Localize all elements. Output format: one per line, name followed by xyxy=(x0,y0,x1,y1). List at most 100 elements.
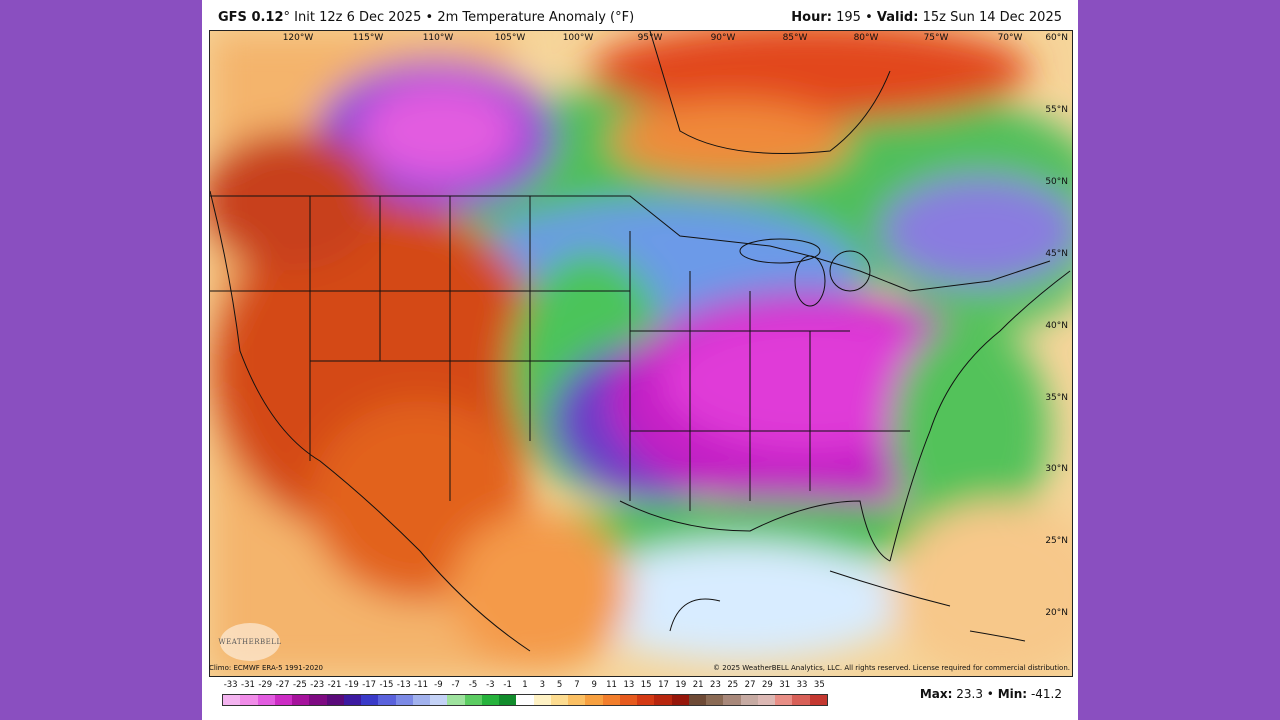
legend-tick-label: -29 xyxy=(258,680,273,690)
map-card: GFS 0.12° Init 12z 6 Dec 2025 • 2m Tempe… xyxy=(202,0,1078,720)
legend-swatch xyxy=(499,695,517,705)
legend-tick-label: -33 xyxy=(223,680,238,690)
legend-tick-label: 27 xyxy=(744,680,756,690)
latitude-label: 30°N xyxy=(1045,464,1068,474)
legend-tick-label: 35 xyxy=(813,680,825,690)
legend-tick-label: 33 xyxy=(796,680,808,690)
legend-swatch xyxy=(343,695,361,705)
legend-tick-label: -1 xyxy=(503,680,512,690)
legend-tick-label: -15 xyxy=(379,680,394,690)
legend-tick-label: -23 xyxy=(310,680,325,690)
legend-swatch xyxy=(792,695,810,705)
longitude-labels: 120°W 115°W 110°W 105°W 100°W 95°W 90°W 85°W 80°… xyxy=(283,33,1023,43)
legend-tick-label: -25 xyxy=(292,680,307,690)
longitude-label: 110°W xyxy=(423,33,454,43)
legend-tick-label: 13 xyxy=(623,680,635,690)
legend-tick-label: 5 xyxy=(556,680,563,690)
latitude-label: 40°N xyxy=(1045,321,1068,331)
copyright-note: © 2025 WeatherBELL Analytics, LLC. All r… xyxy=(713,664,1070,672)
legend-swatch xyxy=(447,695,465,705)
model-name: GFS 0.12 xyxy=(218,10,284,25)
longitude-label: 75°W xyxy=(924,33,949,43)
legend-tick-label: 17 xyxy=(658,680,669,690)
legend-tick-label: -19 xyxy=(344,680,359,690)
legend-swatch xyxy=(688,695,706,705)
map-borders xyxy=(210,31,1071,652)
legend-tick-label: 25 xyxy=(727,680,739,690)
latitude-label: 35°N xyxy=(1045,393,1068,403)
legend-swatch xyxy=(568,695,586,705)
legend-tick-label: -13 xyxy=(396,680,411,690)
legend-swatch xyxy=(223,695,241,705)
longitude-label: 105°W xyxy=(495,33,526,43)
separator: • xyxy=(425,10,434,25)
legend-tick-label: 23 xyxy=(710,680,721,690)
legend-labels: -33 -31 -29 -27 -25 -23 -21 -19 -17 -15 -13 -11 -9 -7… xyxy=(222,680,828,693)
legend-swatch xyxy=(602,695,620,705)
legend-swatch xyxy=(464,695,482,705)
climo-note: Climo: ECMWF ERA-5 1991-2020 xyxy=(209,664,323,672)
latitude-label: 20°N xyxy=(1045,608,1068,618)
legend-swatch xyxy=(274,695,292,705)
legend-tick-label: -17 xyxy=(362,680,377,690)
legend-swatch xyxy=(619,695,637,705)
legend-swatch xyxy=(378,695,396,705)
legend-tick-label: 3 xyxy=(539,680,546,690)
legend-tick-label: -11 xyxy=(414,680,429,690)
init-time: Init 12z 6 Dec 2025 xyxy=(294,10,422,25)
legend-swatch xyxy=(550,695,568,705)
legend-swatch xyxy=(516,695,534,705)
valid-value: 15z Sun 14 Dec 2025 xyxy=(922,10,1062,25)
legend-tick-label: 1 xyxy=(522,680,528,690)
chart-title: GFS 0.12° Init 12z 6 Dec 2025 • 2m Tempe… xyxy=(218,10,634,25)
anomaly-map[interactable]: 120°W 115°W 110°W 105°W 100°W 95°W 90°W 85°W 80°… xyxy=(209,30,1073,677)
degree-symbol: ° xyxy=(283,10,291,25)
valid-info: Hour: 195 • Valid: 15z Sun 14 Dec 2025 xyxy=(791,10,1062,25)
legend-tick-label: 7 xyxy=(574,680,580,690)
legend-bar xyxy=(222,694,828,706)
legend-tick-label: 9 xyxy=(591,680,597,690)
legend-tick-label: 31 xyxy=(779,680,791,690)
legend-tick-label: -31 xyxy=(241,680,255,690)
longitude-label: 100°W xyxy=(563,33,594,43)
valid-label: Valid: xyxy=(876,10,919,25)
legend-tick-label: 15 xyxy=(640,680,652,690)
separator: • xyxy=(865,10,873,25)
legend-swatch xyxy=(654,695,672,705)
legend-swatch xyxy=(257,695,275,705)
legend-swatch xyxy=(412,695,430,705)
field-name: 2m Temperature Anomaly (°F) xyxy=(437,10,635,25)
legend-swatch xyxy=(757,695,775,705)
max-label: Max: xyxy=(919,687,953,701)
legend-tick-label: -3 xyxy=(486,680,495,690)
longitude-label: 115°W xyxy=(353,33,384,43)
legend-swatch xyxy=(723,695,741,705)
legend-tick-label: -9 xyxy=(434,680,443,690)
hour-value: 195 xyxy=(836,10,861,25)
min-label: Min: xyxy=(997,687,1028,701)
legend-swatch xyxy=(533,695,551,705)
map-svg: 120°W 115°W 110°W 105°W 100°W 95°W 90°W 85°W 80°… xyxy=(210,31,1072,676)
latitude-label: 55°N xyxy=(1045,105,1068,115)
longitude-label: 80°W xyxy=(854,33,879,43)
weatherbell-logo: WEATHERBELL xyxy=(218,623,281,661)
legend-swatch xyxy=(671,695,689,705)
legend-tick-label: 21 xyxy=(692,680,704,690)
legend-swatch xyxy=(361,695,379,705)
legend-tick-label: -27 xyxy=(275,680,290,690)
legend-tick-label: 19 xyxy=(675,680,687,690)
separator: • xyxy=(986,687,994,701)
legend-swatch xyxy=(430,695,448,705)
legend-swatch xyxy=(240,695,258,705)
hour-label: Hour: xyxy=(791,10,832,25)
longitude-label: 70°W xyxy=(998,33,1023,43)
legend-swatch xyxy=(326,695,344,705)
latitude-label: 60°N xyxy=(1045,33,1068,43)
legend-swatch xyxy=(585,695,603,705)
max-value: 23.3 xyxy=(956,687,983,701)
latitude-label: 45°N xyxy=(1045,249,1068,259)
longitude-label: 85°W xyxy=(783,33,808,43)
legend-swatch xyxy=(775,695,793,705)
latitude-label: 50°N xyxy=(1045,177,1068,187)
legend-tick-label: 29 xyxy=(761,680,773,690)
